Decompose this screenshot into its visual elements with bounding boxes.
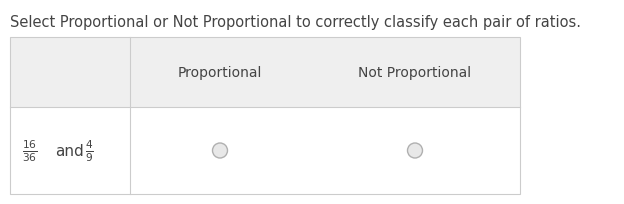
Circle shape bbox=[407, 143, 422, 158]
Circle shape bbox=[213, 143, 228, 158]
Bar bbox=[10, 38, 520, 194]
Text: and: and bbox=[55, 143, 84, 158]
Text: Select Proportional or Not Proportional to correctly classify each pair of ratio: Select Proportional or Not Proportional … bbox=[10, 15, 581, 30]
Text: $\frac{4}{9}$: $\frac{4}{9}$ bbox=[85, 138, 94, 163]
Bar bbox=[10, 108, 520, 194]
Text: $\frac{16}{36}$: $\frac{16}{36}$ bbox=[22, 138, 37, 163]
Bar bbox=[10, 38, 520, 108]
Text: Not Proportional: Not Proportional bbox=[358, 66, 472, 80]
Text: Proportional: Proportional bbox=[178, 66, 262, 80]
